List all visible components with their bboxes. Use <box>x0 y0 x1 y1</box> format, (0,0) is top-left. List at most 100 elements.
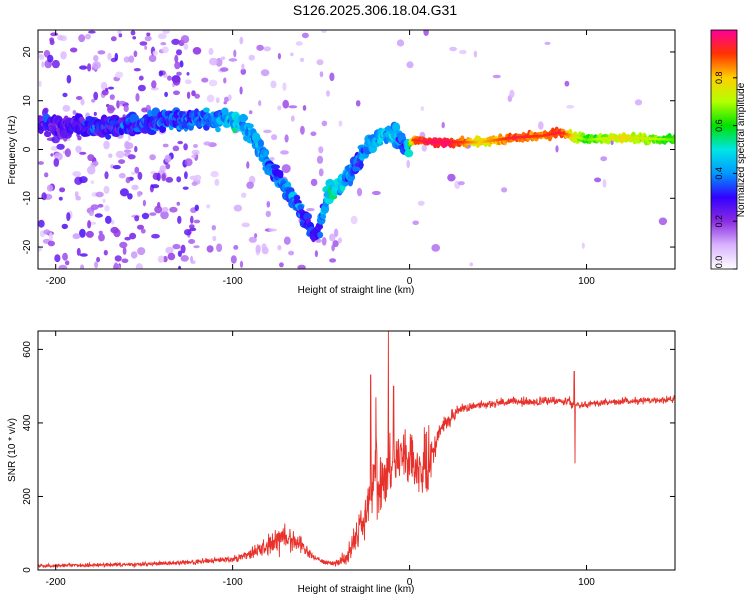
spectrogram-noise-cell <box>160 42 167 46</box>
spectrogram-noise-cell <box>191 90 196 97</box>
spectrogram-noise-cell <box>301 32 309 39</box>
spectrogram-noise-cell <box>80 264 85 269</box>
spectrogram-noise-cell <box>188 239 196 244</box>
spectrogram-noise-cell <box>61 223 68 230</box>
spectrogram-noise-cell <box>127 154 136 160</box>
spectrogram-noise-cell <box>282 99 290 109</box>
spectrogram-noise-cell <box>544 41 551 46</box>
spectrogram-noise-cell <box>306 208 315 212</box>
spectrogram-noise-cell <box>66 212 71 222</box>
spectrogram-noise-cell <box>194 204 199 211</box>
spectrogram-noise-cell <box>186 72 190 76</box>
spectrogram-noise-cell <box>119 188 129 197</box>
spectrogram-noise-cell <box>114 255 122 262</box>
snr-x-tick-label: 0 <box>407 577 413 588</box>
spectrogram-noise-cell <box>261 243 267 251</box>
spectrogram-noise-cell <box>48 232 54 241</box>
spectrogram-noise-cell <box>338 120 343 127</box>
snr-x-tick-label: -200 <box>46 577 66 588</box>
spectrogram-ridge-cell <box>159 125 167 133</box>
spectrogram-noise-cell <box>356 187 363 197</box>
spectrogram-noise-cell <box>172 243 181 250</box>
spectrogram-noise-cell <box>119 241 128 249</box>
spectrogram-noise-cell <box>270 80 277 89</box>
spectrogram-noise-cell <box>538 121 544 130</box>
spectrogram-noise-cell <box>123 104 129 113</box>
spectrogram-noise-cell <box>254 233 258 239</box>
spectrogram-ridge-cell <box>44 131 52 138</box>
spectrogram-noise-cell <box>115 71 124 79</box>
spectrogram-noise-cell <box>123 149 132 153</box>
spectrogram-noise-cell <box>279 262 284 268</box>
spectrogram-noise-cell <box>290 52 294 57</box>
spectrogram-noise-cell <box>137 247 146 256</box>
spectrogram-noise-cell <box>297 264 306 269</box>
spectrogram-noise-cell <box>329 258 337 263</box>
spectrogram-noise-cell <box>194 174 202 181</box>
spectrogram-x-tick-label: -200 <box>46 276 66 287</box>
spectrogram-ridge-cell <box>238 114 249 122</box>
spectrogram-noise-cell <box>41 192 47 201</box>
spectrogram-noise-cell <box>121 258 129 264</box>
spectrogram-noise-cell <box>321 237 327 246</box>
spectrogram-noise-cell <box>149 212 157 216</box>
spectrogram-noise-cell <box>43 229 51 235</box>
spectrogram-noise-cell <box>76 247 81 256</box>
spectrogram-noise-cell <box>58 264 68 269</box>
spectrogram-noise-cell <box>137 191 142 198</box>
spectrogram-noise-cell <box>176 176 182 183</box>
spectrogram-noise-cell <box>118 159 126 165</box>
spectrogram-noise-cell <box>157 255 165 263</box>
spectrogram-noise-cell <box>191 154 197 159</box>
spectrogram-noise-cell <box>239 36 244 45</box>
spectrogram-noise-cell <box>148 54 157 63</box>
spectrogram-noise-cell <box>93 55 99 62</box>
spectrogram-noise-cell <box>316 59 324 66</box>
spectrogram-noise-cell <box>144 35 152 42</box>
spectrogram-noise-cell <box>85 33 91 40</box>
spectrogram-noise-cell <box>658 217 668 226</box>
spectrogram-noise-cell <box>96 256 101 263</box>
spectrogram-noise-cell <box>310 178 318 187</box>
spectrogram-noise-cell <box>124 236 131 241</box>
spectrogram-noise-cell <box>174 54 179 63</box>
spectrogram-noise-cell <box>223 77 227 84</box>
spectrogram-noise-cell <box>600 156 608 162</box>
spectrogram-noise-cell <box>161 46 169 54</box>
spectrogram-noise-cell <box>310 131 317 137</box>
spectrogram-noise-cell <box>129 232 137 240</box>
spectrogram-noise-cell <box>127 193 133 200</box>
spectrogram-noise-cell <box>100 81 108 91</box>
spectrogram-noise-cell <box>103 140 110 150</box>
snr-axes: -200 -100 0 100 0 200 400 600 <box>22 331 675 588</box>
spectrogram-noise-cell <box>54 254 61 263</box>
spectrogram-noise-cell <box>216 243 223 252</box>
spectrogram-ridge-cell <box>105 134 112 140</box>
spectrogram-noise-cell <box>355 100 361 107</box>
spectrogram-x-tick-label: 100 <box>578 276 595 287</box>
spectrogram-noise-cell <box>180 255 189 262</box>
spectrogram-noise-cell <box>79 253 88 257</box>
spectrogram-noise-cell <box>98 233 105 242</box>
spectrogram-noise-cell <box>112 165 121 170</box>
spectrogram-noise-cell <box>128 55 135 63</box>
spectrogram-noise-cell <box>277 245 282 251</box>
spectrogram-noise-cell <box>266 201 271 208</box>
spectrogram-noise-cell <box>79 176 88 184</box>
spectrogram-x-tick-label: 0 <box>407 276 413 287</box>
spectrogram-noise-cell <box>176 71 182 76</box>
snr-panel: -200 -100 0 100 0 200 400 600 Height of straigh… <box>7 330 676 595</box>
spectrogram-noise-cell <box>165 163 171 170</box>
spectrogram-noise-cell <box>176 49 182 56</box>
spectrogram-noise-cell <box>39 54 44 61</box>
spectrogram-noise-cell <box>123 56 130 63</box>
spectrogram-noise-cell <box>423 30 429 36</box>
spectrogram-noise-cell <box>458 181 465 186</box>
spectrogram-noise-cell <box>184 171 188 180</box>
spectrogram-noise-cell <box>186 91 191 100</box>
spectrogram-noise-cell <box>203 141 212 146</box>
colorbar-tick-label: 0.4 <box>714 167 724 180</box>
spectrogram-noise-cell <box>151 184 160 189</box>
